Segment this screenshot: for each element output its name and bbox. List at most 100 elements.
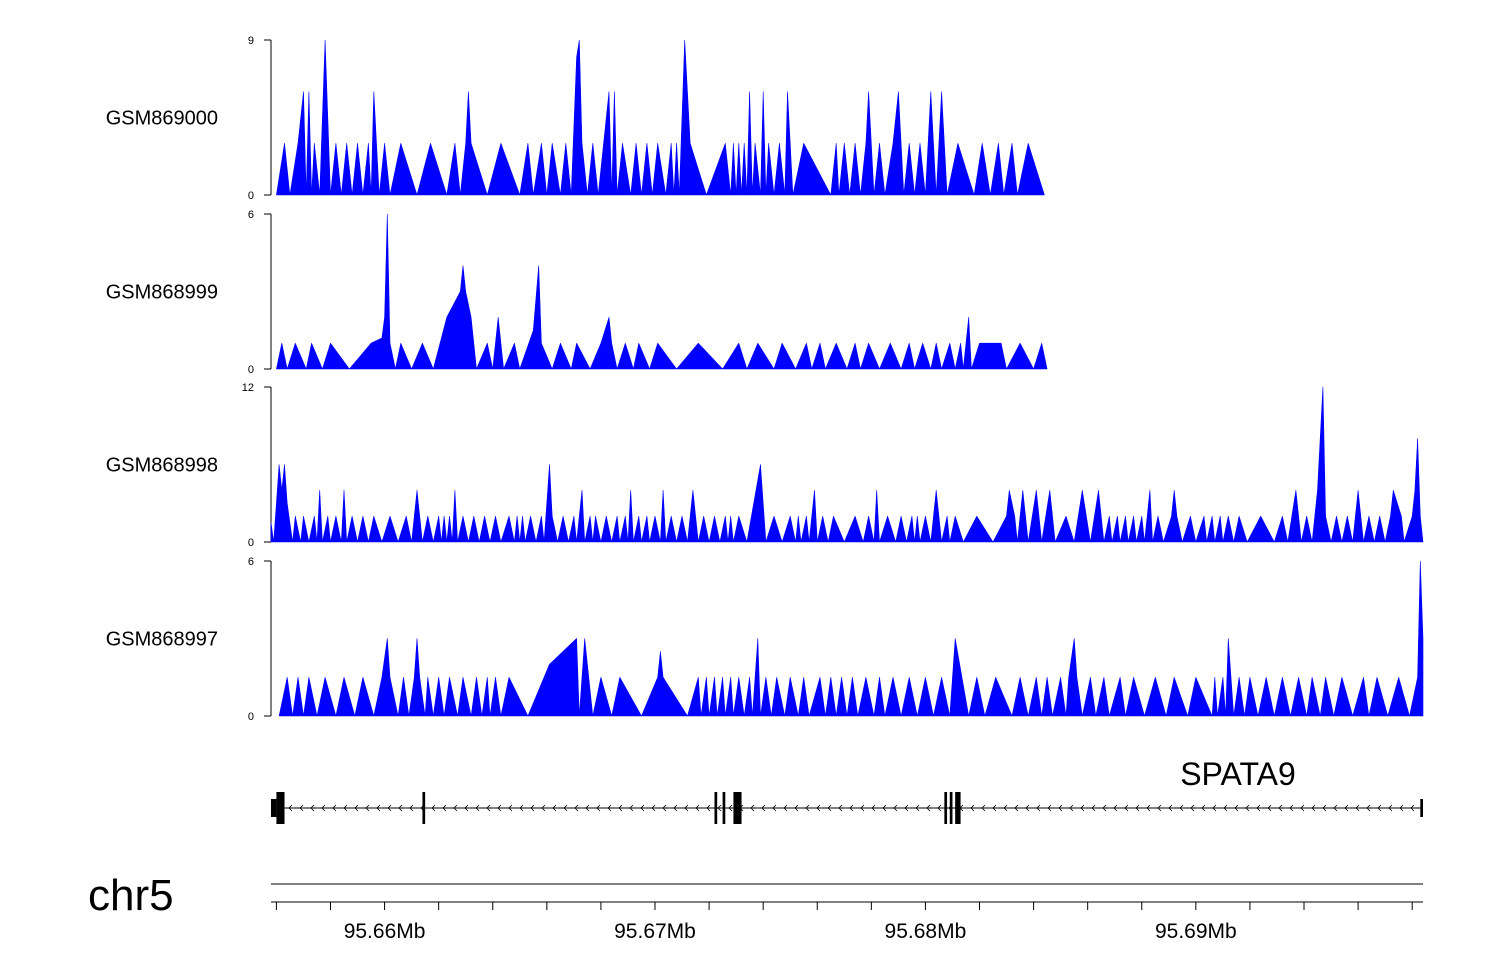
strand-arrow <box>1311 804 1316 812</box>
strand-arrow <box>332 804 337 812</box>
gene-track: SPATA9 <box>271 756 1423 824</box>
strand-arrow <box>1069 804 1074 812</box>
strand-arrow <box>552 804 557 812</box>
strand-arrow <box>684 804 689 812</box>
y-tick-label-max: 6 <box>248 209 254 221</box>
strand-arrow <box>1179 804 1184 812</box>
x-tick-label: 95.68Mb <box>885 920 967 943</box>
strand-arrow <box>981 804 986 812</box>
gene-exon <box>949 792 953 824</box>
strand-arrow <box>1102 804 1107 812</box>
strand-arrow <box>651 804 656 812</box>
strand-arrow <box>574 804 579 812</box>
track-gsm868999: GSM868999 6 0 <box>106 209 1048 376</box>
strand-arrow <box>1278 804 1283 812</box>
strand-arrow <box>1201 804 1206 812</box>
y-tick-label-max: 6 <box>248 556 254 568</box>
signal-area <box>276 39 1045 196</box>
track-gsm868997: GSM868997 6 0 <box>106 556 1424 723</box>
strand-arrow <box>475 804 480 812</box>
strand-arrow <box>431 804 436 812</box>
strand-arrow <box>486 804 491 812</box>
strand-arrow <box>563 804 568 812</box>
strand-arrow <box>1267 804 1272 812</box>
strand-arrow <box>1036 804 1041 812</box>
gene-exon <box>733 792 742 824</box>
strand-arrow <box>1047 804 1052 812</box>
strand-arrow <box>1025 804 1030 812</box>
strand-arrow <box>519 804 524 812</box>
x-tick-label: 95.69Mb <box>1155 920 1237 943</box>
signal-area <box>278 560 1424 717</box>
strand-arrow <box>442 804 447 812</box>
strand-arrow <box>816 804 821 812</box>
strand-arrow <box>937 804 942 812</box>
strand-arrow <box>596 804 601 812</box>
gene-exon <box>944 792 948 824</box>
strand-arrow <box>794 804 799 812</box>
gene-exon <box>714 792 718 824</box>
strand-arrow <box>1322 804 1327 812</box>
strand-arrow <box>1223 804 1228 812</box>
strand-arrow <box>882 804 887 812</box>
strand-arrow <box>992 804 997 812</box>
strand-arrow <box>1377 804 1382 812</box>
gene-exon <box>722 792 726 824</box>
y-tick-label-max: 9 <box>248 35 254 47</box>
strand-arrow <box>299 804 304 812</box>
strand-arrow <box>1091 804 1096 812</box>
gene-exon <box>1420 799 1423 817</box>
strand-arrow <box>497 804 502 812</box>
strand-arrow <box>838 804 843 812</box>
strand-arrow <box>695 804 700 812</box>
gene-exon <box>276 792 285 824</box>
strand-arrow <box>1333 804 1338 812</box>
track-label: GSM868999 <box>106 282 218 304</box>
strand-arrow <box>1014 804 1019 812</box>
strand-arrow <box>1344 804 1349 812</box>
strand-arrow <box>827 804 832 812</box>
strand-arrow <box>761 804 766 812</box>
strand-arrow <box>618 804 623 812</box>
gene-exon <box>271 799 277 817</box>
strand-arrow <box>1212 804 1217 812</box>
strand-arrow <box>1113 804 1118 812</box>
strand-arrow <box>1256 804 1261 812</box>
strand-arrow <box>508 804 513 812</box>
genome-axis: chr5 95.66Mb 95.67Mb 95.68Mb 95.69Mb <box>88 871 1423 943</box>
strand-arrow <box>1399 804 1404 812</box>
strand-arrow <box>321 804 326 812</box>
strand-arrow <box>629 804 634 812</box>
strand-arrow <box>904 804 909 812</box>
strand-arrow <box>585 804 590 812</box>
y-tick-label-max: 12 <box>242 382 254 394</box>
strand-arrow <box>662 804 667 812</box>
strand-arrow <box>640 804 645 812</box>
strand-arrow <box>926 804 931 812</box>
gene-label-spata9: SPATA9 <box>1180 756 1296 792</box>
strand-arrow <box>376 804 381 812</box>
y-tick-label-min: 0 <box>248 364 254 376</box>
strand-arrow <box>1300 804 1305 812</box>
strand-arrow <box>1003 804 1008 812</box>
strand-arrow <box>464 804 469 812</box>
strand-arrow <box>387 804 392 812</box>
x-tick-label: 95.66Mb <box>344 920 426 943</box>
y-tick-label-min: 0 <box>248 537 254 549</box>
track-gsm868998: GSM868998 12 0 <box>106 382 1424 549</box>
strand-arrow <box>1080 804 1085 812</box>
chromosome-label: chr5 <box>88 871 174 920</box>
track-gsm869000: GSM869000 9 0 <box>106 35 1045 202</box>
y-tick-label-min: 0 <box>248 711 254 723</box>
strand-arrow <box>805 804 810 812</box>
strand-arrow <box>860 804 865 812</box>
strand-arrow <box>849 804 854 812</box>
strand-arrow <box>1146 804 1151 812</box>
strand-arrow <box>706 804 711 812</box>
strand-arrow <box>893 804 898 812</box>
strand-arrow <box>1058 804 1063 812</box>
y-tick-label-min: 0 <box>248 190 254 202</box>
strand-arrow <box>541 804 546 812</box>
gene-exon <box>422 792 426 824</box>
